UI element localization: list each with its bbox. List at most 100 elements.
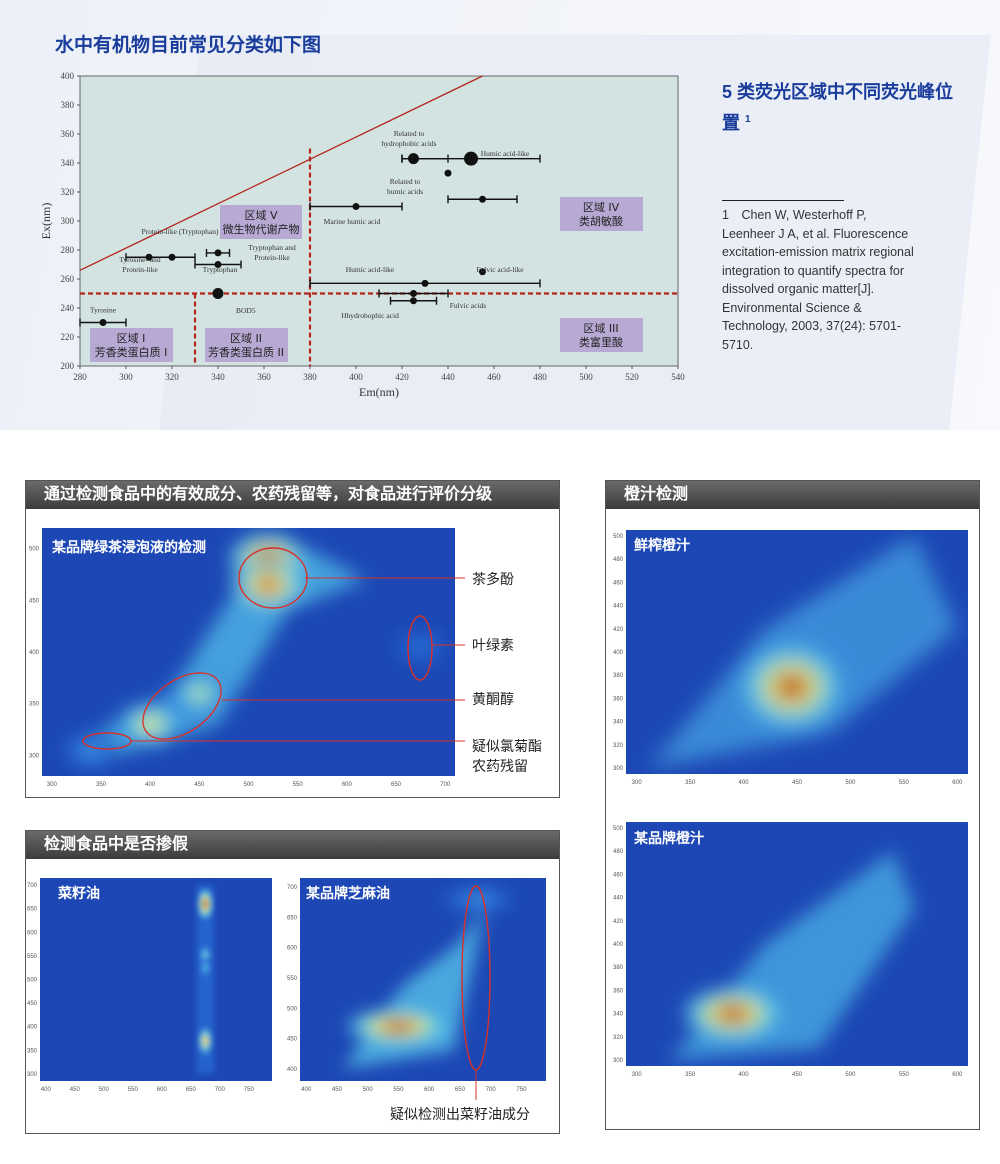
x-tick-label: 700 — [486, 1087, 497, 1093]
y-tick-label: 420 — [613, 919, 624, 925]
y-tick-label: 300 — [613, 766, 624, 772]
heatmap-background — [40, 878, 272, 1081]
x-tick-label: 300 — [47, 782, 58, 788]
x-tick-label: 480 — [533, 372, 547, 382]
y-tick-label: 400 — [287, 1067, 298, 1073]
callout-chlorophyll: 叶绿素 — [472, 637, 514, 653]
x-tick-label: 360 — [257, 372, 271, 382]
region-name: 区域 I — [117, 332, 146, 345]
x-tick-label: 350 — [96, 782, 107, 788]
y-tick-label: 480 — [613, 557, 624, 563]
y-tick-label: 700 — [287, 885, 298, 891]
x-tick-label: 400 — [41, 1087, 52, 1093]
x-tick-label: 550 — [899, 1072, 910, 1078]
y-tick-label: 200 — [61, 361, 75, 371]
y-tick-label: 350 — [29, 702, 40, 708]
y-tick-label: 440 — [613, 896, 624, 902]
juice-panel-header: 橙汁检测 — [606, 481, 979, 509]
point-label: Marine humic acid — [324, 217, 381, 226]
data-point — [214, 249, 222, 257]
x-axis-label: Em(nm) — [359, 385, 399, 399]
y-tick-label: 420 — [613, 627, 624, 633]
x-tick-label: 500 — [243, 782, 254, 788]
y-tick-label: 300 — [61, 216, 75, 226]
region-name: 区域 V — [244, 209, 277, 222]
x-tick-label: 700 — [440, 782, 451, 788]
region-box — [205, 328, 288, 362]
point-label: Fulvic acid-like — [476, 265, 524, 274]
reference-text: 1 Chen W, Westerhoff P, Leenheer J A, et… — [722, 208, 914, 352]
y-tick-label: 460 — [613, 580, 624, 586]
region-name: 区域 II — [230, 332, 262, 345]
point-label: Protein-like — [122, 265, 158, 274]
side-title-text: 5 类荧光区域中不同荧光峰位置 — [722, 82, 954, 133]
point-label: Related to — [394, 129, 425, 138]
x-tick-label: 550 — [899, 780, 910, 786]
heat-peak — [203, 900, 208, 908]
point-label: humic acids — [387, 187, 423, 196]
x-tick-label: 400 — [739, 780, 750, 786]
x-tick-label: 600 — [342, 782, 353, 788]
y-tick-label: 550 — [287, 976, 298, 982]
boundary-line — [79, 75, 483, 271]
circle-flavonol — [142, 672, 222, 740]
y-tick-label: 360 — [613, 696, 624, 702]
y-tick-label: 500 — [613, 826, 624, 832]
x-tick-label: 650 — [455, 1087, 466, 1093]
point-label: Tyrosine — [90, 306, 117, 315]
side-title: 5 类荧光区域中不同荧光峰位置 1 — [722, 78, 962, 137]
point-label: Humic acid-like — [346, 265, 395, 274]
tea-heatmap-title: 某品牌绿茶浸泡液的检测 — [52, 539, 206, 555]
y-tick-label: 380 — [613, 673, 624, 679]
y-tick-label: 340 — [613, 720, 624, 726]
point-label: Tyrosine- and — [119, 255, 161, 264]
y-tick-label: 600 — [27, 930, 38, 936]
x-tick-label: 750 — [244, 1087, 255, 1093]
point-label: Hhydrobophic acid — [341, 311, 399, 320]
region-desc: 微生物代谢产物 — [223, 222, 300, 236]
reference-rule — [722, 200, 844, 201]
x-tick-label: 650 — [186, 1087, 197, 1093]
x-tick-label: 460 — [487, 372, 501, 382]
y-tick-label: 650 — [287, 915, 298, 921]
data-point — [145, 253, 153, 261]
footnote-mark: 1 — [745, 114, 751, 125]
x-tick-label: 540 — [671, 372, 685, 382]
page-title: 水中有机物目前常见分类如下图 — [55, 35, 322, 56]
y-tick-label: 450 — [29, 598, 40, 604]
region-box — [560, 197, 643, 231]
point-label: hydrophobic acids — [381, 139, 436, 148]
point-label: Humic acid-like — [481, 149, 530, 158]
data-point — [99, 319, 107, 326]
region-desc: 类富里酸 — [579, 335, 623, 349]
x-tick-label: 500 — [845, 780, 856, 786]
juice-heatmaps-svg: 300 350 400 450 500 550 600 300 320 340 360 380 400 4… — [613, 530, 968, 1078]
point-label: Related to — [390, 177, 421, 186]
y-tick-label: 650 — [27, 907, 38, 913]
heat-peak — [779, 676, 804, 697]
x-tick-label: 450 — [70, 1087, 81, 1093]
oil-panel-header: 检测食品中是否掺假 — [26, 831, 559, 859]
y-tick-label: 480 — [613, 849, 624, 855]
eem-region-chart: 280 300 320 340 360 380 400 420 440 460 480 500 520 5… — [39, 71, 685, 399]
y-tick-label: 400 — [29, 650, 40, 656]
point-label: Tryptophan and — [248, 243, 296, 252]
circle-chlorophyll — [407, 615, 433, 681]
region-name: 区域 IV — [583, 201, 620, 214]
y-tick-label: 260 — [61, 274, 75, 284]
x-tick-label: 450 — [792, 780, 803, 786]
y-tick-label: 380 — [61, 100, 75, 110]
x-tick-label: 450 — [332, 1087, 343, 1093]
heat-peak — [258, 578, 278, 592]
x-tick-label: 500 — [845, 1072, 856, 1078]
heat-peak — [141, 718, 159, 731]
data-point — [464, 151, 478, 166]
heat-peak — [385, 1021, 411, 1031]
sesame-title: 某品牌芝麻油 — [306, 885, 390, 901]
heatmap-layer — [647, 535, 958, 769]
y-tick-label: 300 — [29, 753, 40, 759]
x-tick-label: 600 — [952, 1072, 963, 1078]
fresh-juice-title: 鲜榨橙汁 — [634, 537, 690, 553]
tea-panel-header: 通过检测食品中的有效成分、农药残留等，对食品进行评价分级 — [26, 481, 559, 509]
x-tick-label: 600 — [952, 780, 963, 786]
